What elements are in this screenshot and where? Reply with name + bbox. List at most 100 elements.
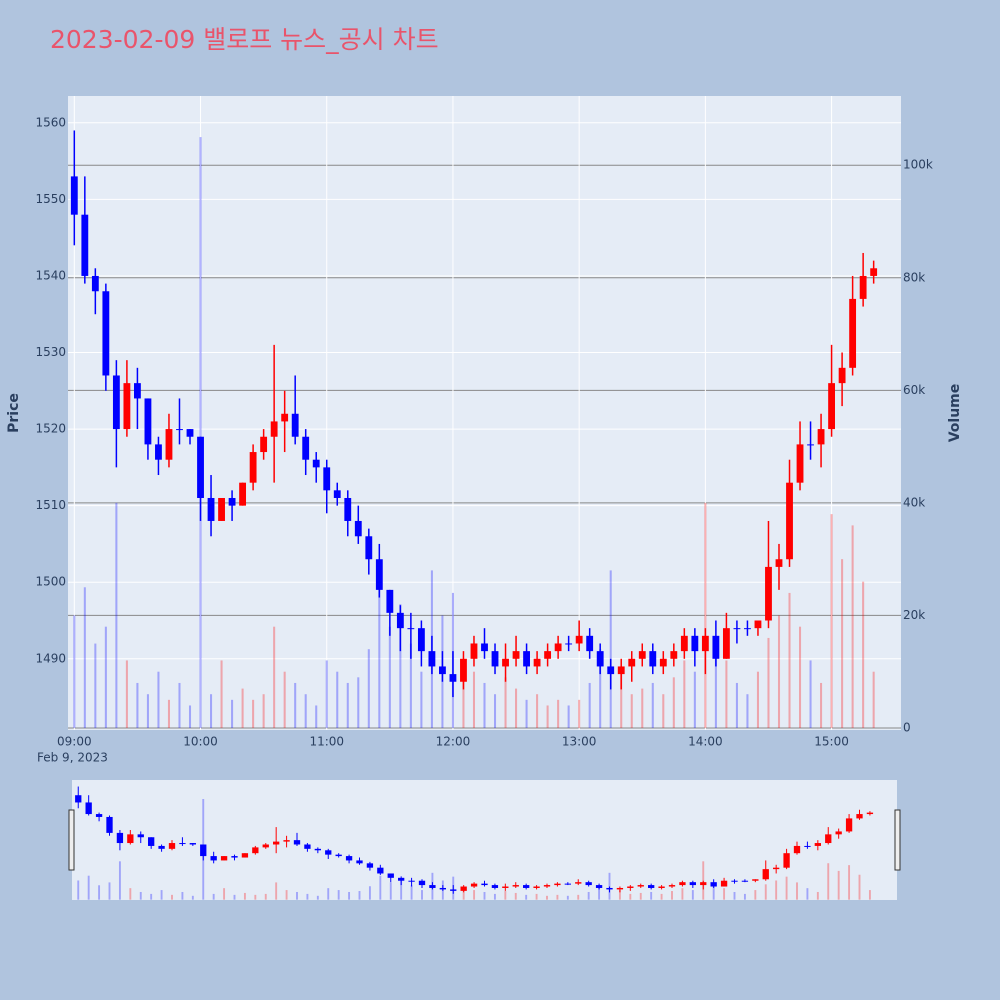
mini-volume-bar	[858, 874, 861, 900]
mini-candle-body	[845, 818, 853, 832]
volume-bar	[420, 671, 423, 728]
mini-candle-body	[366, 863, 374, 868]
candle-body	[133, 383, 141, 399]
candle-body	[870, 268, 878, 276]
volume-bar	[304, 694, 307, 728]
volume-bar	[388, 626, 391, 728]
mini-volume-bar	[368, 886, 371, 900]
volume-bar	[746, 694, 749, 728]
candle-body	[460, 658, 467, 682]
mini-volume-bar	[181, 891, 184, 900]
candle-body	[628, 658, 636, 667]
mini-volume-bar	[108, 882, 111, 900]
mini-volume-bar	[358, 891, 361, 900]
mini-candle-body	[189, 843, 196, 845]
volume-bar	[273, 626, 276, 728]
mini-volume-bar	[421, 890, 423, 900]
mini-volume-bar	[87, 875, 90, 900]
y-tick-label: 1510	[35, 498, 66, 512]
mini-candle-body	[377, 867, 384, 874]
mini-volume-bar	[535, 893, 538, 900]
candle-body	[722, 628, 730, 659]
mini-candle-body	[689, 882, 696, 886]
volume-bar	[567, 705, 570, 728]
mini-volume-bar	[837, 870, 840, 900]
mini-candle-body	[304, 844, 311, 849]
y-tick-label: 1490	[35, 651, 66, 665]
mini-volume-bar	[504, 891, 507, 900]
mini-volume-bar	[660, 893, 663, 900]
range-slider[interactable]	[72, 780, 897, 900]
mini-candle-body	[116, 832, 124, 844]
mini-candle-body	[866, 812, 874, 815]
range-handle[interactable]	[894, 809, 901, 871]
mini-volume-bar	[671, 891, 673, 900]
volume-bar	[777, 615, 781, 728]
candle-body	[144, 398, 152, 445]
mini-volume-bar	[389, 882, 392, 900]
mini-candle-body	[85, 802, 92, 815]
mini-candle-body	[314, 848, 321, 851]
mini-volume-bar	[681, 888, 684, 900]
candle-body	[481, 643, 488, 652]
x-tick-label: 14:00	[688, 735, 723, 749]
volume-bar	[357, 677, 360, 728]
volume-bar	[841, 559, 844, 728]
mini-candle-body	[606, 887, 613, 890]
x-tick-label: 11:00	[309, 735, 344, 749]
mini-volume-bar	[129, 888, 132, 900]
mini-candle-body	[564, 883, 571, 885]
volume-bar	[504, 677, 507, 728]
mini-candle-body	[752, 879, 759, 881]
candle-body	[596, 651, 604, 667]
y-tick-label: 1560	[35, 115, 66, 129]
volume-bar	[94, 643, 97, 728]
volume-bar	[315, 705, 318, 728]
mini-candle-body	[825, 834, 832, 844]
volume-bar	[725, 660, 728, 728]
volume-bar	[483, 682, 486, 728]
y-tick-label: 1530	[35, 345, 66, 359]
mini-volume-bar	[816, 891, 819, 900]
candle-body	[575, 635, 583, 644]
y2-tick-label: 100k	[903, 158, 933, 172]
volume-bar	[588, 682, 591, 728]
mini-volume-bar	[598, 886, 601, 900]
mini-candle-body	[710, 882, 717, 887]
mini-candle-body	[502, 886, 509, 888]
mini-volume-bar	[285, 890, 288, 900]
candle-body	[197, 436, 204, 498]
candle-body	[554, 643, 562, 652]
y-axis-title: Price	[6, 393, 22, 433]
mini-volume-bar	[296, 891, 298, 900]
candle-body	[165, 429, 173, 460]
volume-bar	[536, 694, 539, 728]
mini-candle-body	[627, 886, 634, 888]
candle-body	[849, 298, 857, 368]
candle-body	[396, 612, 404, 629]
candle-body	[733, 628, 741, 630]
y-tick-label: 1550	[35, 192, 66, 206]
candle-body	[523, 651, 530, 667]
volume-bar	[146, 694, 149, 728]
mini-volume-bar	[764, 884, 767, 900]
mini-candle-body	[106, 816, 113, 833]
volume-bar	[325, 660, 328, 728]
volume-bar	[630, 694, 633, 728]
candle-body	[344, 497, 352, 521]
mini-volume-bar	[171, 894, 173, 900]
y2-tick-label: 60k	[903, 383, 925, 397]
mini-volume-bar	[806, 888, 809, 900]
mini-candle-body	[481, 883, 488, 886]
candle-body	[502, 658, 509, 667]
mini-candle-body	[773, 867, 780, 870]
volume-bar	[788, 592, 791, 728]
candle-body	[70, 176, 78, 215]
mini-candle-body	[252, 847, 259, 854]
mini-volume-bar	[639, 892, 642, 900]
range-handle[interactable]	[68, 809, 75, 871]
mini-volume-bar	[556, 894, 559, 900]
volume-bar	[409, 643, 412, 728]
x-date-label: Feb 9, 2023	[37, 751, 108, 765]
mini-candle-body	[720, 880, 728, 887]
